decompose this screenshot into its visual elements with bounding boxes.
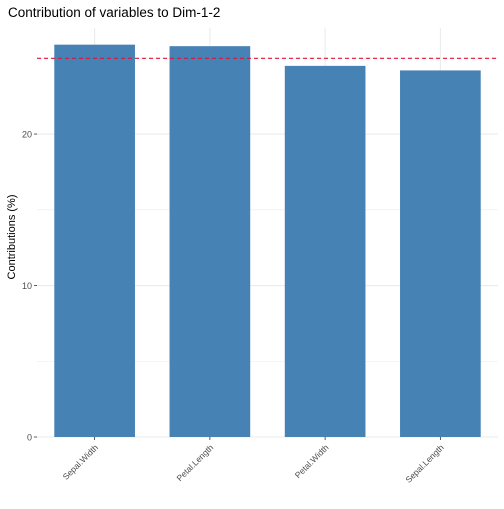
x-tick-label: Petal.Length (174, 442, 215, 483)
x-axis: Sepal.Width Petal.Length Petal.Width Sepal.… (61, 437, 446, 485)
y-tick-label: 0 (27, 433, 32, 443)
bar-petal-length (169, 46, 251, 438)
y-tick-label: 10 (22, 281, 32, 291)
chart-title: Contribution of variables to Dim-1-2 (8, 5, 220, 20)
x-tick-label: Petal.Width (293, 442, 331, 480)
bar-petal-width (284, 65, 366, 438)
x-tick-label: Sepal.Length (403, 442, 446, 485)
y-axis: 0 10 20 (22, 130, 37, 443)
y-tick-label: 20 (22, 130, 32, 140)
y-axis-label: Contributions (%) (6, 195, 18, 280)
bar-sepal-length (400, 70, 481, 437)
bar-sepal-width (54, 44, 135, 437)
plot-bars (37, 44, 498, 438)
x-tick-label: Sepal.Width (61, 442, 101, 482)
